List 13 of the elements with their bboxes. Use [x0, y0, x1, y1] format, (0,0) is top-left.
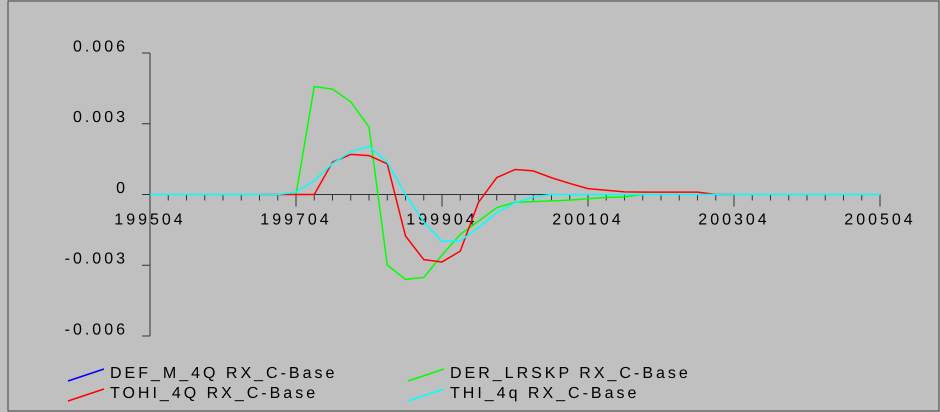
- y-tick-label: 0.006: [72, 38, 128, 56]
- x-tick-label: 199704: [260, 212, 332, 228]
- x-tick-label: 200504: [844, 212, 916, 228]
- x-tick-label: 200304: [698, 212, 770, 228]
- x-tick-label: 200104: [552, 212, 624, 228]
- legend-label: THI_4q RX_C-Base: [450, 385, 640, 402]
- y-tick-label: -0.003: [64, 250, 128, 268]
- legend-label: DER_LRSKP RX_C-Base: [450, 365, 691, 382]
- y-tick-label: 0.003: [72, 109, 128, 126]
- legend-label: TOHI_4Q RX_C-Base: [110, 385, 318, 402]
- y-tick-label: -0.006: [64, 321, 128, 338]
- legend-label: DEF_M_4Q RX_C-Base: [110, 365, 338, 382]
- y-tick-label: 0: [116, 180, 128, 197]
